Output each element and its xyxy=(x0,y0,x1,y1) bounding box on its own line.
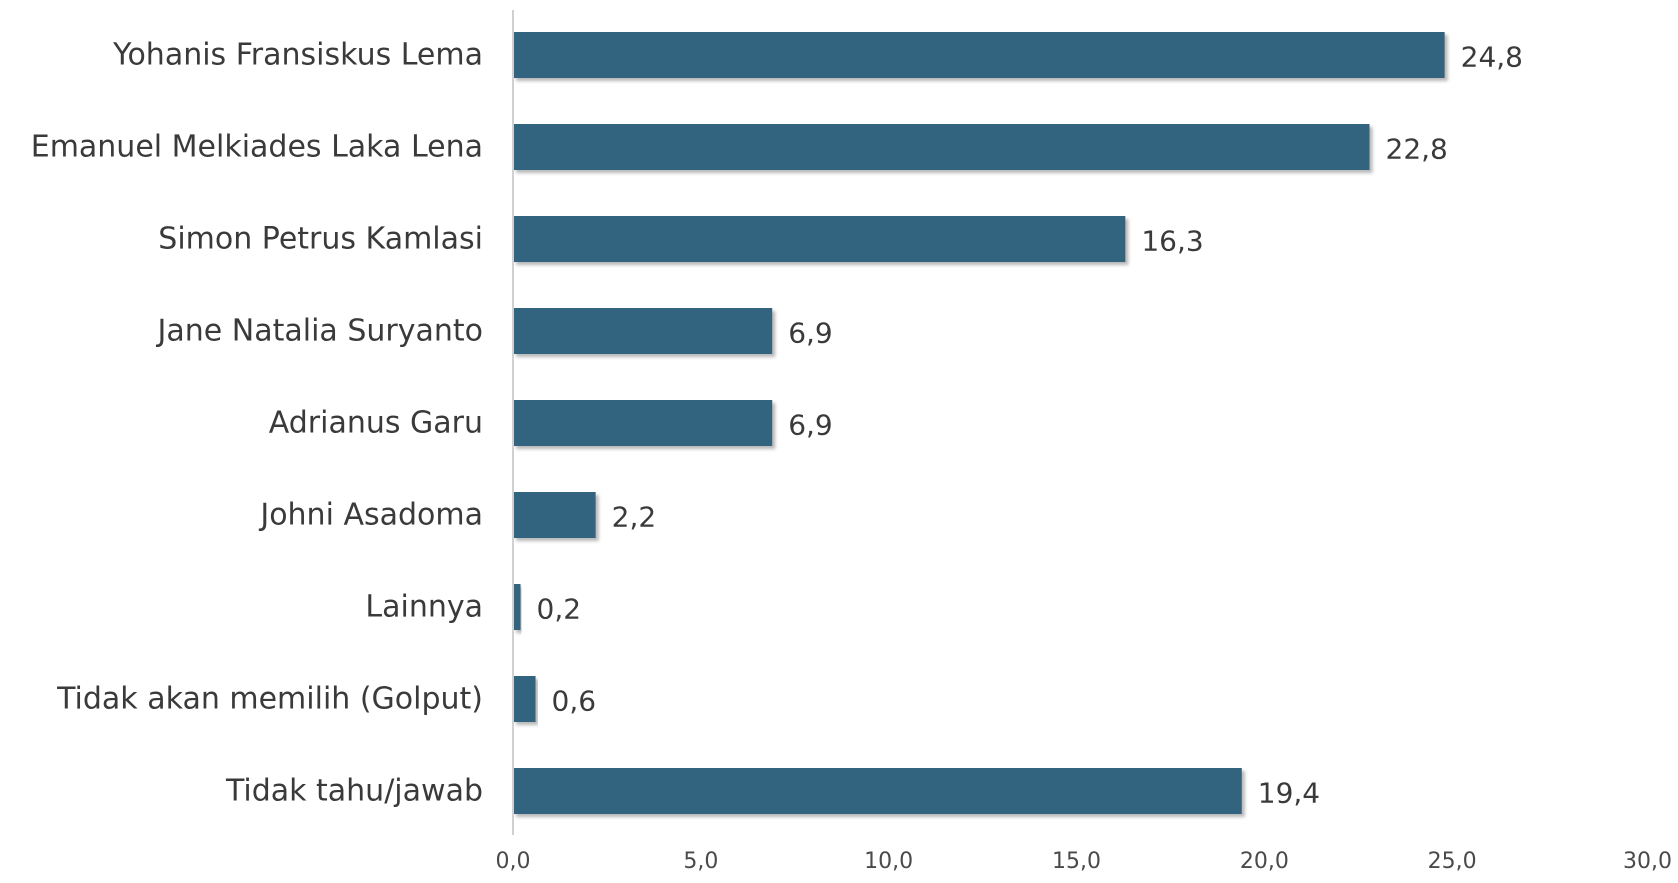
category-label-4: Adrianus Garu xyxy=(269,406,483,441)
value-label-3: 6,9 xyxy=(788,317,833,350)
bar-5 xyxy=(513,492,596,538)
value-label-8: 19,4 xyxy=(1258,777,1320,810)
x-tick-label-2: 10,0 xyxy=(864,849,913,874)
category-label-1: Emanuel Melkiades Laka Lena xyxy=(31,130,483,165)
value-label-0: 24,8 xyxy=(1461,41,1523,74)
category-label-7: Tidak akan memilih (Golput) xyxy=(56,682,483,717)
value-label-1: 22,8 xyxy=(1386,133,1448,166)
bar-2 xyxy=(513,216,1126,262)
category-label-6: Lainnya xyxy=(365,590,483,625)
value-label-7: 0,6 xyxy=(552,685,597,718)
x-tick-label-5: 25,0 xyxy=(1428,849,1477,874)
x-tick-label-3: 15,0 xyxy=(1052,849,1101,874)
category-label-2: Simon Petrus Kamlasi xyxy=(158,222,483,257)
x-tick-label-1: 5,0 xyxy=(683,849,718,874)
bar-0 xyxy=(513,32,1445,78)
x-tick-label-6: 30,0 xyxy=(1623,849,1672,874)
bar-8 xyxy=(513,768,1242,814)
bar-6 xyxy=(513,584,521,630)
value-label-5: 2,2 xyxy=(612,501,657,534)
bars-layer xyxy=(513,32,1445,814)
category-label-5: Johni Asadoma xyxy=(258,498,483,533)
value-label-4: 6,9 xyxy=(788,409,833,442)
bar-3 xyxy=(513,308,773,354)
category-label-8: Tidak tahu/jawab xyxy=(225,774,483,809)
bar-7 xyxy=(513,676,536,722)
bar-4 xyxy=(513,400,773,446)
bar-1 xyxy=(513,124,1370,170)
x-tick-label-0: 0,0 xyxy=(496,849,531,874)
value-label-6: 0,2 xyxy=(537,593,582,626)
category-label-0: Yohanis Fransiskus Lema xyxy=(112,38,483,73)
x-tick-label-4: 20,0 xyxy=(1240,849,1289,874)
axis-layer: 0,0 5,0 10,0 15,0 20,0 25,0 30,0 xyxy=(496,10,1672,874)
value-label-2: 16,3 xyxy=(1141,225,1203,258)
labels-layer: Yohanis Fransiskus Lema 24,8 Emanuel Melki… xyxy=(31,38,1523,810)
category-label-3: Jane Natalia Suryanto xyxy=(156,314,483,349)
